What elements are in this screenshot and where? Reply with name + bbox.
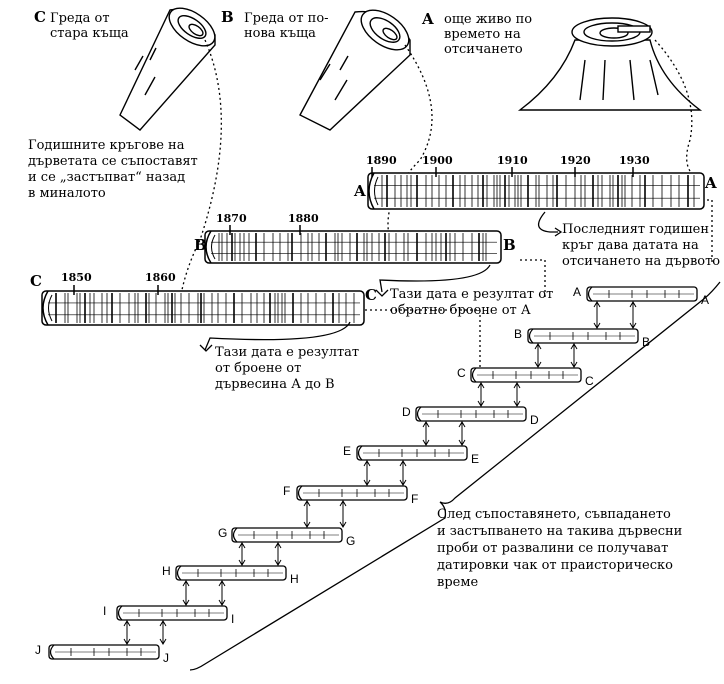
log-b-letter-left: B — [194, 236, 207, 254]
sample-label-left: F — [283, 484, 291, 498]
sample-label-left: B — [514, 327, 523, 341]
log-a-letter-left: A — [354, 182, 366, 200]
year-label: 1860 — [145, 271, 176, 284]
sample-log — [586, 286, 698, 302]
log-b — [204, 225, 502, 264]
last-ring-note: Последният годишен кръг дава датата на о… — [562, 222, 721, 269]
overlap-arrow — [363, 460, 371, 486]
sample-label-left: J — [35, 643, 41, 657]
beam-b-illustration — [299, 9, 411, 131]
sample-label-right: E — [471, 452, 480, 466]
sample-label-right: I — [231, 612, 235, 626]
year-label: 1870 — [216, 212, 247, 225]
sample-label-left: D — [402, 405, 411, 419]
year-label: 1850 — [61, 271, 92, 284]
overlap-arrow — [159, 620, 167, 645]
sample-label-right: A — [701, 293, 710, 307]
sample-log — [527, 328, 639, 344]
year-label: 1880 — [288, 212, 319, 225]
sample-label-right: J — [163, 651, 169, 665]
sample-label-left: C — [457, 366, 466, 380]
stump-a-letter: A — [422, 10, 434, 28]
note-pointers — [199, 211, 563, 352]
date-from-a-note: Тази дата е резултат от обратно броене о… — [390, 287, 554, 318]
staircase-brace — [189, 281, 721, 671]
stump-a-illustration — [517, 17, 703, 111]
sample-label-left: H — [162, 564, 171, 578]
overlap-arrow — [629, 301, 637, 329]
sample-label-right: C — [585, 374, 594, 388]
overlap-arrow — [477, 382, 485, 407]
log-c — [41, 285, 365, 326]
overlap-arrow — [123, 620, 131, 645]
year-label: 1900 — [422, 154, 453, 167]
overlap-arrow — [513, 382, 521, 407]
log-c-letter-left: C — [30, 272, 42, 290]
overlap-arrow — [238, 542, 246, 566]
sample-label-right: F — [411, 492, 419, 506]
log-a — [367, 167, 705, 210]
stump-c-letter: C — [34, 8, 46, 26]
overlap-arrow — [593, 301, 601, 329]
overlap-arrow — [399, 460, 407, 486]
sample-log — [48, 644, 160, 660]
year-label: 1930 — [619, 154, 650, 167]
sample-log — [231, 527, 343, 543]
overlap-arrow — [534, 343, 542, 368]
overlap-arrow — [182, 580, 190, 606]
year-label: 1910 — [497, 154, 528, 167]
sample-label-right: B — [642, 335, 651, 349]
sample-label-right: D — [530, 413, 539, 427]
sample-log — [296, 485, 408, 501]
staircase-samples — [48, 286, 698, 660]
stump-c-caption: Греда от стара къща — [50, 11, 129, 41]
overlap-arrow — [339, 500, 347, 528]
stump-b-letter: B — [221, 8, 234, 26]
overlap-arrow — [458, 421, 466, 446]
year-label: 1920 — [560, 154, 591, 167]
sample-label-right: H — [290, 572, 299, 586]
dotted-connectors — [179, 39, 713, 370]
year-label: 1890 — [366, 154, 397, 167]
log-a-letter-right: A — [705, 174, 717, 192]
date-from-b-note: Тази дата е резултат от броене от дървес… — [215, 345, 360, 392]
sample-log — [116, 605, 228, 621]
sample-label-left: I — [103, 604, 107, 618]
stump-b-caption: Греда от по- нова къща — [244, 11, 329, 41]
overlap-note: Годишните кръгове на дърветата се съпост… — [28, 138, 198, 201]
sample-label-left: G — [218, 526, 228, 540]
overlap-arrow — [303, 500, 311, 528]
beam-c-illustration — [119, 7, 216, 131]
sample-label-left: E — [343, 444, 352, 458]
log-c-letter-right: C — [365, 286, 377, 304]
overlap-arrow — [570, 343, 578, 368]
overlap-arrow — [218, 580, 226, 606]
sample-log — [470, 367, 582, 383]
overlap-arrow — [274, 542, 282, 566]
log-b-letter-right: B — [503, 236, 516, 254]
sample-label-left: A — [573, 285, 582, 299]
sample-log — [356, 445, 468, 461]
overlap-arrow — [422, 421, 430, 446]
stump-a-caption: още живо по времето на отсичането — [444, 12, 533, 57]
sample-log — [415, 406, 527, 422]
prehistoric-note: След съпоставянето, съвпадането и застъп… — [437, 507, 683, 590]
sample-log — [175, 565, 287, 581]
sample-label-right: G — [346, 534, 356, 548]
